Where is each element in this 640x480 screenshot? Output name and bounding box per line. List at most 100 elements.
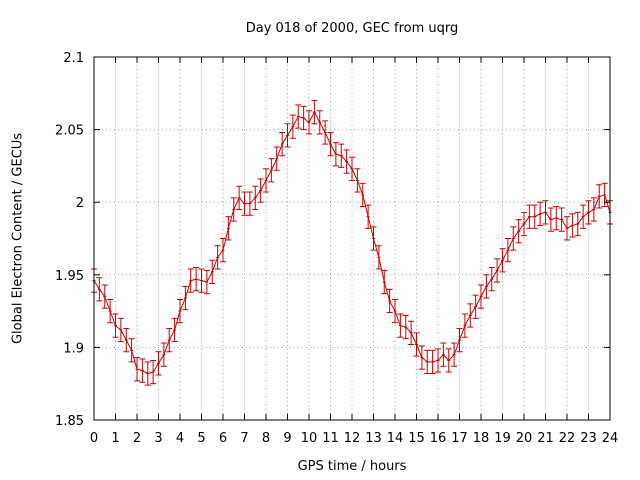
x-tick-label: 2: [133, 431, 141, 446]
data-point: [300, 105, 307, 131]
data-point: [349, 156, 355, 181]
x-tick-label: 6: [219, 431, 227, 446]
data-point: [596, 184, 603, 209]
data-point: [392, 298, 398, 324]
data-point: [107, 298, 114, 324]
grid: [94, 57, 610, 420]
data-point: [96, 277, 103, 302]
data-point: [354, 168, 361, 193]
data-point: [375, 245, 382, 270]
data-point: [246, 191, 253, 216]
y-axis-title: Global Electron Content / GECUs: [11, 133, 26, 344]
data-point: [499, 248, 506, 273]
data-point: [166, 328, 173, 353]
data-point: [230, 197, 237, 222]
x-tick-labels: 0 1 2 3 4 5 6 7 8 9 10 11 12 13 14 15 16 17 18 19 20 21 22 23 24: [90, 431, 618, 446]
x-axis-title: GPS time / hours: [298, 459, 407, 474]
data-point: [144, 361, 151, 386]
data-point: [177, 298, 183, 324]
x-tick-label: 0: [90, 431, 98, 446]
data-point: [408, 320, 415, 345]
data-point: [483, 274, 490, 299]
data-point: [359, 182, 366, 208]
data-point: [128, 338, 135, 363]
x-tick-label: 15: [408, 431, 425, 446]
data-point: [257, 178, 264, 203]
data-point: [241, 191, 248, 216]
x-tick-label: 14: [387, 431, 404, 446]
x-tick-label: 24: [602, 431, 619, 446]
data-point: [402, 314, 409, 340]
data-point: [198, 268, 205, 293]
data-point: [268, 158, 275, 183]
y-tick-label: 2.05: [55, 124, 84, 139]
data-point: [510, 226, 517, 251]
data-point: [193, 267, 200, 292]
x-tick-label: 16: [430, 431, 447, 446]
data-point: [472, 294, 479, 319]
data-point: [327, 132, 334, 157]
data-point: [440, 342, 447, 367]
data-point: [397, 313, 404, 338]
x-tick-label: 1: [111, 431, 119, 446]
data-point: [585, 200, 592, 225]
data-point: [569, 213, 576, 238]
data-point: [134, 357, 140, 382]
data-point: [558, 207, 565, 232]
y-tick-label: 2.1: [63, 51, 84, 66]
data-point: [478, 284, 484, 309]
data-point: [117, 317, 124, 343]
data-point: [171, 317, 178, 343]
data-point: [580, 204, 587, 229]
data-point: [467, 303, 474, 328]
x-tick-label: 18: [473, 431, 490, 446]
x-tick-label: 8: [262, 431, 270, 446]
data-point: [418, 345, 425, 370]
data-point: [365, 204, 372, 229]
data-point: [311, 100, 318, 125]
data-point: [332, 142, 339, 167]
x-tick-label: 17: [451, 431, 468, 446]
x-tick-label: 5: [197, 431, 205, 446]
x-tick-label: 22: [559, 431, 576, 446]
data-point: [574, 211, 581, 237]
data-point: [547, 207, 554, 232]
data-point: [289, 114, 296, 139]
data-point: [521, 211, 527, 237]
data-point: [564, 216, 570, 241]
y-tick-label: 1.9: [63, 341, 84, 356]
data-point: [155, 351, 162, 376]
data-point: [316, 110, 323, 135]
data-point: [461, 313, 468, 338]
data-point: [456, 328, 463, 353]
x-tick-label: 7: [240, 431, 248, 446]
data-point: [370, 226, 377, 251]
data-point: [488, 267, 495, 292]
data-point: [279, 132, 286, 157]
data-point: [553, 206, 560, 231]
data-point: [590, 197, 597, 222]
data-point: [542, 200, 549, 225]
x-tick-label: 12: [344, 431, 361, 446]
y-tick-labels: 1.85 1.9 1.95 2 2.05 2.1: [55, 51, 84, 429]
data-point: [531, 204, 538, 229]
data-point: [429, 349, 436, 375]
data-point: [386, 288, 393, 314]
data-point: [295, 104, 302, 129]
series-line: [93, 111, 611, 375]
data-point: [494, 258, 501, 283]
data-point: [273, 146, 280, 171]
data-point: [424, 349, 431, 375]
x-tick-label: 19: [494, 431, 511, 446]
data-point: [101, 284, 108, 309]
data-point: [381, 269, 388, 295]
x-tick-label: 11: [322, 431, 339, 446]
data-point: [435, 348, 441, 373]
data-point: [209, 259, 216, 285]
data-point: [306, 110, 312, 135]
x-tick-label: 4: [176, 431, 184, 446]
data-point: [451, 342, 458, 367]
data-point: [220, 238, 226, 263]
data-point: [160, 342, 167, 367]
data-point: [236, 185, 243, 210]
